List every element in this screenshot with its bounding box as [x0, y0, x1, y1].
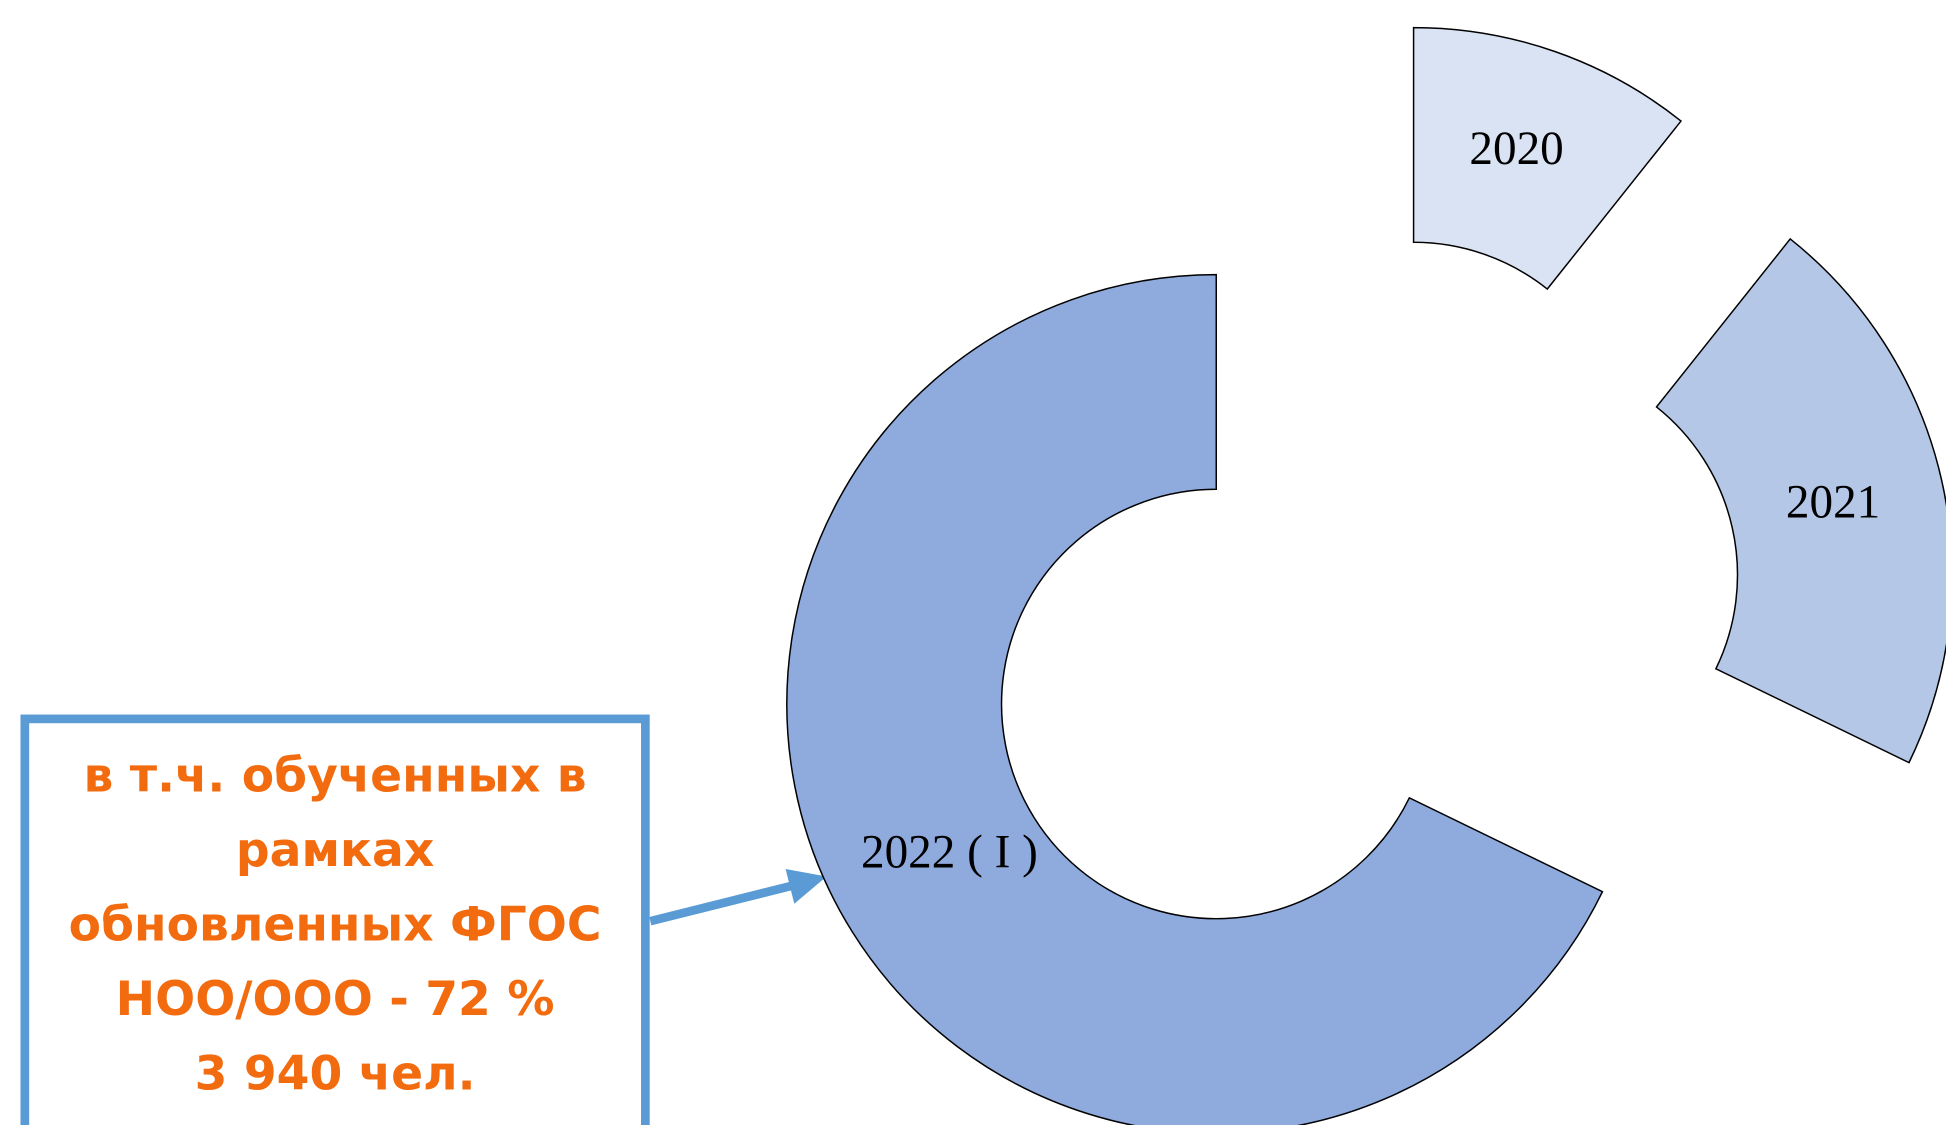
callout-arrow	[649, 880, 796, 926]
callout-box	[20, 714, 650, 1125]
callout-arrow-head	[785, 869, 827, 904]
callout-text: НОО/ООО - 72 %	[116, 972, 555, 1027]
segment-label: 2022 ( I )	[861, 826, 1038, 878]
callout-text: 3 940 чел.	[195, 1046, 476, 1101]
callout-text: в т.ч. обученных в	[84, 748, 587, 803]
donut-segment	[786, 273, 1604, 1125]
segment-label: 2021	[1786, 476, 1880, 528]
segment-label: 2020	[1469, 123, 1563, 175]
callout-text: рамках	[236, 823, 434, 878]
donut-segment	[1655, 237, 1946, 764]
donut-segment	[1412, 26, 1683, 291]
callout-text: обновленных ФГОС	[69, 897, 602, 952]
